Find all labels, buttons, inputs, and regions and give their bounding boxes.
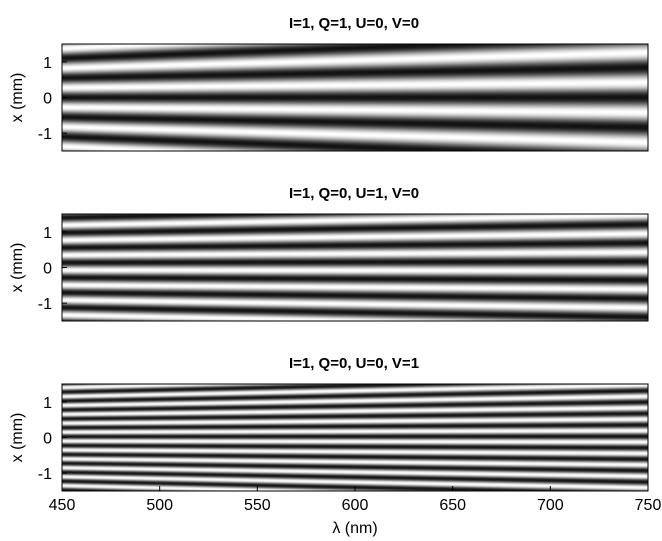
- y-tick-label: -1: [38, 466, 52, 483]
- panel-2-heatmap: [62, 214, 648, 321]
- panel-1-y-ticks: 1 0 -1: [38, 55, 67, 143]
- x-tick-label: 750: [635, 497, 662, 514]
- panel-1-ylabel: x (mm): [9, 73, 26, 123]
- y-tick-label: 1: [43, 225, 52, 242]
- panel-3-y-ticks: 1 0 -1: [38, 395, 67, 483]
- x-tick-label: 650: [439, 497, 466, 514]
- panel-2-ylabel: x (mm): [9, 243, 26, 293]
- y-tick-label: 1: [43, 55, 52, 72]
- y-tick-label: 0: [43, 431, 52, 448]
- panel-3-x-ticks: 450 500 550 600 650 700 750: [49, 486, 662, 514]
- y-tick-label: 0: [43, 91, 52, 108]
- panel-1: I=1, Q=1, U=0, V=0 1 0 -1 x (mm): [9, 15, 649, 152]
- panel-1-heatmap: [62, 44, 648, 151]
- panel-3-ylabel: x (mm): [9, 413, 26, 463]
- panel-2-title: I=1, Q=0, U=1, V=0: [289, 185, 419, 202]
- panel-2-y-ticks: 1 0 -1: [38, 225, 67, 313]
- x-tick-label: 500: [146, 497, 173, 514]
- x-tick-label: 700: [537, 497, 564, 514]
- panel-1-title: I=1, Q=1, U=0, V=0: [289, 15, 419, 32]
- y-tick-label: -1: [38, 126, 52, 143]
- panel-2: I=1, Q=0, U=1, V=0 1 0 -1 x (mm): [9, 185, 649, 322]
- panel-3-title: I=1, Q=0, U=0, V=1: [289, 355, 419, 372]
- panel-3-heatmap: [62, 384, 648, 491]
- y-tick-label: 1: [43, 395, 52, 412]
- x-tick-label: 600: [342, 497, 369, 514]
- x-tick-label: 450: [49, 497, 76, 514]
- panel-3-xlabel: λ (nm): [332, 520, 377, 537]
- x-tick-label: 550: [244, 497, 271, 514]
- y-tick-label: -1: [38, 296, 52, 313]
- panel-3: I=1, Q=0, U=0, V=1 1 0 -1 450 500 550 600 650 7…: [9, 355, 661, 537]
- y-tick-label: 0: [43, 261, 52, 278]
